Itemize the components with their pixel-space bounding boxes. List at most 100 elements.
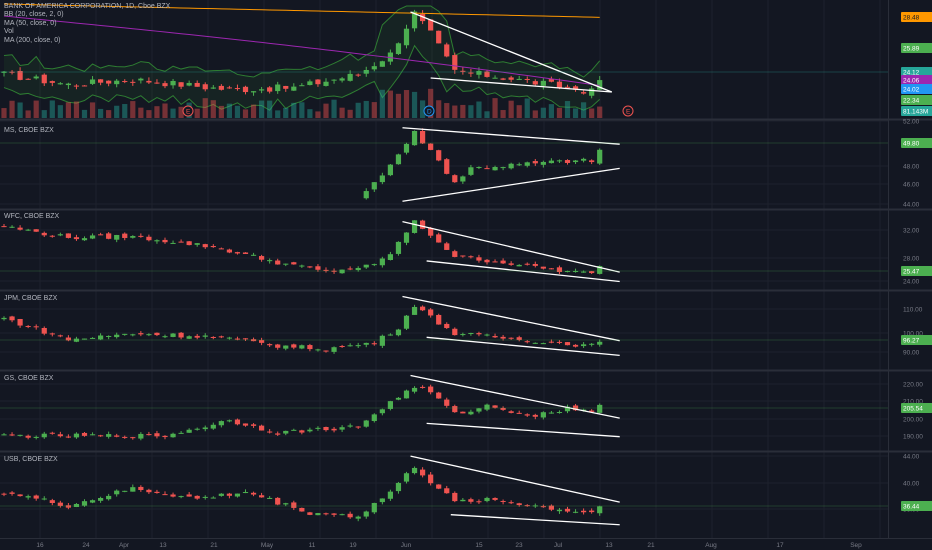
candle-body[interactable] xyxy=(395,482,402,492)
candle-body[interactable] xyxy=(170,433,176,438)
candle-body[interactable] xyxy=(540,80,546,86)
candle-body[interactable] xyxy=(556,81,563,88)
candle-body[interactable] xyxy=(355,426,361,428)
candle-body[interactable] xyxy=(275,497,281,505)
candle-body[interactable] xyxy=(339,427,345,430)
candle-body[interactable] xyxy=(452,175,458,183)
main-title[interactable]: BANK OF AMERICA CORPORATION, 1D, Cboe BZ… xyxy=(4,3,171,10)
candle-body[interactable] xyxy=(210,336,216,338)
candle-body[interactable] xyxy=(178,241,184,243)
candle-body[interactable] xyxy=(307,512,313,515)
candle-body[interactable] xyxy=(65,337,71,341)
candle-body[interactable] xyxy=(65,83,71,86)
candle-body[interactable] xyxy=(331,428,337,431)
candle-body[interactable] xyxy=(33,436,39,438)
candle-body[interactable] xyxy=(379,498,385,503)
candle-body[interactable] xyxy=(162,494,168,496)
candle-body[interactable] xyxy=(122,81,128,83)
candle-body[interactable] xyxy=(403,315,410,329)
candle-body[interactable] xyxy=(379,409,385,414)
candle-body[interactable] xyxy=(267,87,273,92)
candle-body[interactable] xyxy=(581,92,587,94)
candle-body[interactable] xyxy=(17,319,23,326)
candle-body[interactable] xyxy=(9,434,15,436)
candle-body[interactable] xyxy=(411,130,418,146)
candle-body[interactable] xyxy=(589,343,595,345)
candle-body[interactable] xyxy=(130,236,136,238)
trendline-lower[interactable] xyxy=(426,336,620,357)
candle-body[interactable] xyxy=(25,229,31,231)
candle-body[interactable] xyxy=(242,86,249,93)
candle-body[interactable] xyxy=(114,435,120,437)
candle-body[interactable] xyxy=(41,433,47,438)
candle-body[interactable] xyxy=(259,495,265,498)
candle-body[interactable] xyxy=(315,349,321,351)
candle-body[interactable] xyxy=(403,28,410,46)
candle-body[interactable] xyxy=(379,175,385,183)
candle-body[interactable] xyxy=(387,334,393,336)
candle-body[interactable] xyxy=(41,74,47,84)
candle-body[interactable] xyxy=(89,434,96,436)
candle-body[interactable] xyxy=(194,428,200,430)
candle-body[interactable] xyxy=(524,414,530,416)
candle-body[interactable] xyxy=(194,82,200,87)
candle-body[interactable] xyxy=(331,347,337,352)
candle-body[interactable] xyxy=(323,269,329,271)
candle-body[interactable] xyxy=(589,410,595,412)
candle-body[interactable] xyxy=(452,55,458,70)
candle-body[interactable] xyxy=(250,91,257,93)
candle-body[interactable] xyxy=(347,513,353,518)
candle-body[interactable] xyxy=(411,220,418,233)
candle-body[interactable] xyxy=(162,336,168,338)
candle-body[interactable] xyxy=(564,342,571,346)
candle-series-3[interactable] xyxy=(1,304,603,354)
candle-body[interactable] xyxy=(484,168,490,170)
candle-body[interactable] xyxy=(130,487,136,492)
candle-body[interactable] xyxy=(476,501,482,503)
candles[interactable] xyxy=(1,9,603,522)
candle-body[interactable] xyxy=(484,334,490,336)
candle-series-5[interactable] xyxy=(1,466,603,522)
candle-body[interactable] xyxy=(17,494,23,497)
candle-body[interactable] xyxy=(114,80,120,85)
candle-body[interactable] xyxy=(581,271,587,273)
candle-body[interactable] xyxy=(1,493,7,495)
candle-body[interactable] xyxy=(73,85,80,87)
candle-body[interactable] xyxy=(540,266,546,269)
candle-body[interactable] xyxy=(581,158,587,161)
candle-body[interactable] xyxy=(540,161,546,165)
candle-body[interactable] xyxy=(572,511,579,513)
candle-body[interactable] xyxy=(516,503,522,506)
candle-body[interactable] xyxy=(581,510,587,513)
candle-body[interactable] xyxy=(242,252,249,254)
candle-body[interactable] xyxy=(114,234,120,240)
candle-body[interactable] xyxy=(186,494,192,497)
candle-body[interactable] xyxy=(194,335,200,338)
candle-body[interactable] xyxy=(122,490,128,492)
candle-body[interactable] xyxy=(17,70,23,80)
candle-body[interactable] xyxy=(476,408,482,412)
candle-body[interactable] xyxy=(186,336,192,339)
candle-body[interactable] xyxy=(259,340,265,343)
candle-body[interactable] xyxy=(452,328,458,336)
candle-body[interactable] xyxy=(65,436,71,438)
candle-body[interactable] xyxy=(178,432,184,434)
candle-body[interactable] xyxy=(476,333,482,335)
candle-body[interactable] xyxy=(476,167,482,169)
candle-body[interactable] xyxy=(492,77,498,79)
candle-body[interactable] xyxy=(387,491,393,499)
candle-body[interactable] xyxy=(597,506,603,514)
candle-body[interactable] xyxy=(420,220,426,229)
candle-body[interactable] xyxy=(387,164,393,176)
pane-label-gs[interactable]: GS, CBOE BZX xyxy=(4,375,54,382)
indicator-vol[interactable]: Vol xyxy=(4,28,14,36)
candle-body[interactable] xyxy=(226,249,232,253)
candle-body[interactable] xyxy=(492,167,498,171)
candle-body[interactable] xyxy=(1,434,7,436)
candle-body[interactable] xyxy=(57,234,63,236)
candle-body[interactable] xyxy=(564,86,571,88)
candle-body[interactable] xyxy=(428,19,434,31)
candle-body[interactable] xyxy=(524,263,530,265)
candle-body[interactable] xyxy=(122,333,128,335)
candle-body[interactable] xyxy=(516,337,522,340)
